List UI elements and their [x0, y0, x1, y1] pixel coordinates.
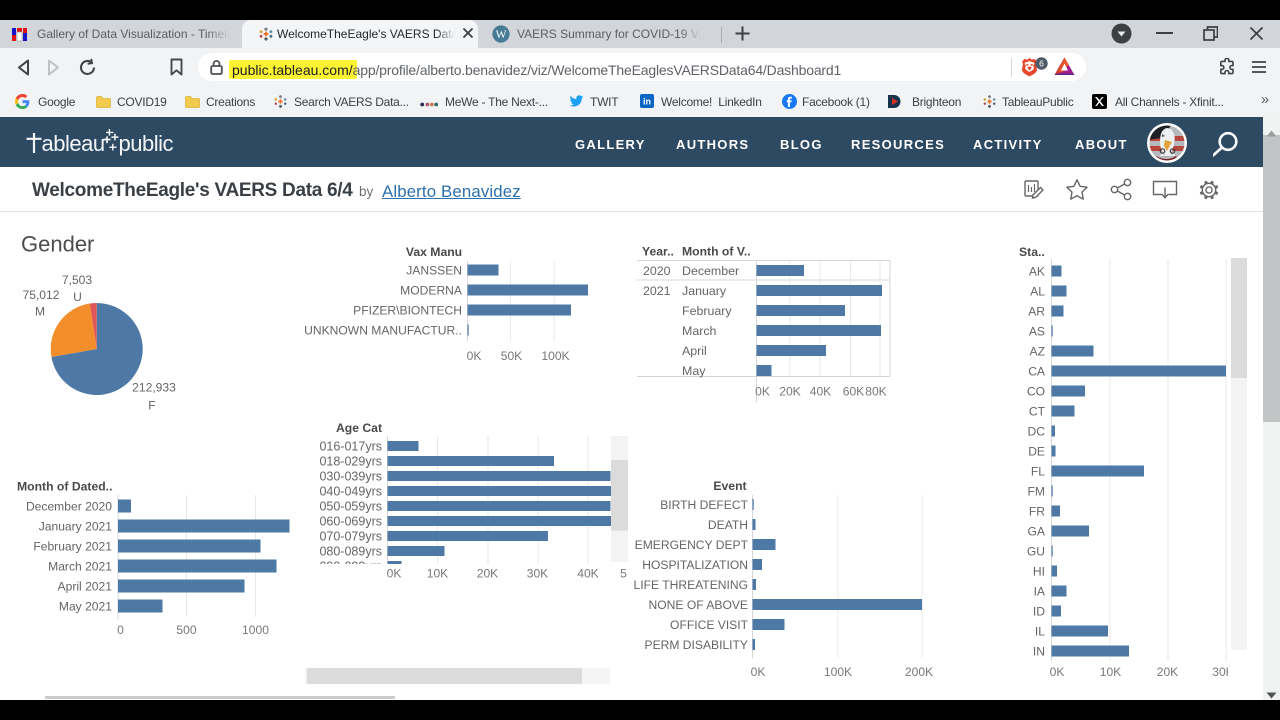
svg-text:Sta..: Sta.. [1019, 245, 1045, 259]
svg-text:Month of V..: Month of V.. [682, 245, 751, 259]
svg-text:Age Cat: Age Cat [336, 421, 382, 435]
svg-text:OFFICE VISIT: OFFICE VISIT [670, 618, 749, 632]
svg-text:DC: DC [1028, 425, 1046, 439]
svg-text:0K: 0K [387, 567, 402, 581]
svg-text:AK: AK [1029, 265, 1045, 279]
svg-text:ID: ID [1033, 605, 1045, 619]
svg-text:CA: CA [1028, 365, 1046, 379]
svg-text:050-059yrs: 050-059yrs [319, 500, 382, 514]
svg-text:January 2021: January 2021 [39, 520, 113, 534]
svg-text:NONE OF ABOVE: NONE OF ABOVE [649, 598, 748, 612]
svg-text:IA: IA [1034, 585, 1046, 599]
svg-text:May: May [682, 364, 706, 378]
svg-text:0K: 0K [1050, 665, 1065, 679]
svg-text:75,012: 75,012 [23, 288, 60, 302]
svg-text:60K: 60K [843, 385, 865, 399]
svg-text:2021: 2021 [643, 284, 671, 298]
svg-text:40K: 40K [810, 385, 832, 399]
svg-text:018-029yrs: 018-029yrs [319, 455, 382, 469]
svg-text:Month of Dated..: Month of Dated.. [17, 480, 112, 494]
svg-text:CT: CT [1029, 405, 1046, 419]
svg-text:0K: 0K [755, 385, 770, 399]
svg-text:0K: 0K [467, 349, 482, 363]
svg-text:DE: DE [1028, 445, 1045, 459]
svg-text:040-049yrs: 040-049yrs [319, 485, 382, 499]
svg-text:March: March [682, 324, 717, 338]
svg-text:April: April [682, 344, 707, 358]
svg-text:F: F [148, 399, 155, 413]
svg-text:DEATH: DEATH [708, 518, 748, 532]
svg-text:in: in [643, 97, 651, 107]
svg-text:March 2021: March 2021 [48, 560, 112, 574]
svg-text:MODERNA: MODERNA [400, 284, 463, 298]
svg-text:IN: IN [1033, 645, 1045, 659]
svg-text:Year..: Year.. [642, 245, 674, 259]
svg-text:February 2021: February 2021 [33, 540, 112, 554]
svg-text:10K: 10K [427, 567, 449, 581]
svg-text:FL: FL [1031, 465, 1045, 479]
svg-text:W: W [496, 29, 507, 41]
svg-text:6: 6 [1039, 58, 1044, 68]
svg-text:500: 500 [176, 623, 196, 637]
svg-text:0: 0 [117, 623, 124, 637]
svg-text:1000: 1000 [242, 623, 269, 637]
svg-text:December 2020: December 2020 [26, 500, 112, 514]
svg-text:10K: 10K [1100, 665, 1122, 679]
svg-text:20K: 20K [477, 567, 499, 581]
svg-text:January: January [682, 284, 727, 298]
svg-text:PFIZER\BIONTECH: PFIZER\BIONTECH [353, 304, 462, 318]
svg-text:Vax Manu: Vax Manu [406, 245, 462, 259]
svg-text:40K: 40K [577, 567, 599, 581]
svg-text:2020: 2020 [643, 264, 671, 278]
svg-text:CO: CO [1027, 385, 1045, 399]
svg-text:EMERGENCY DEPT: EMERGENCY DEPT [635, 538, 749, 552]
svg-text:JANSSEN: JANSSEN [406, 264, 462, 278]
svg-text:HOSPITALIZATION: HOSPITALIZATION [642, 558, 748, 572]
svg-text:30K: 30K [527, 567, 549, 581]
svg-text:100K: 100K [541, 349, 569, 363]
svg-text:IL: IL [1035, 625, 1045, 639]
svg-text:100K: 100K [824, 665, 852, 679]
svg-text:Gender: Gender [21, 232, 94, 257]
svg-text:HI: HI [1033, 565, 1045, 579]
svg-text:February: February [682, 304, 732, 318]
svg-text:Event: Event [713, 479, 746, 493]
svg-text:BIRTH DEFECT: BIRTH DEFECT [660, 498, 748, 512]
svg-text:M: M [35, 305, 45, 319]
svg-text:December: December [682, 264, 739, 278]
svg-text:UNKNOWN MANUFACTUR..: UNKNOWN MANUFACTUR.. [304, 324, 462, 338]
svg-text:20K: 20K [1157, 665, 1179, 679]
svg-text:AS: AS [1029, 325, 1045, 339]
svg-text:200K: 200K [905, 665, 933, 679]
svg-text:50K: 50K [501, 349, 523, 363]
svg-text:060-069yrs: 060-069yrs [319, 515, 382, 529]
svg-text:5: 5 [620, 567, 627, 581]
svg-text:212,933: 212,933 [132, 381, 176, 395]
svg-text:7,503: 7,503 [62, 273, 93, 287]
svg-text:LIFE THREATENING: LIFE THREATENING [634, 578, 748, 592]
svg-text:AL: AL [1030, 285, 1045, 299]
svg-text:030-039yrs: 030-039yrs [319, 470, 382, 484]
svg-text:AR: AR [1028, 305, 1045, 319]
svg-text:May 2021: May 2021 [59, 600, 112, 614]
svg-text:public: public [119, 131, 174, 156]
svg-text:070-079yrs: 070-079yrs [319, 530, 382, 544]
svg-text:0K: 0K [751, 665, 766, 679]
svg-text:FR: FR [1029, 505, 1045, 519]
svg-text:April 2021: April 2021 [58, 580, 113, 594]
svg-text:080-089yrs: 080-089yrs [319, 545, 382, 559]
svg-text:80K: 80K [865, 385, 887, 399]
svg-text:GA: GA [1028, 525, 1046, 539]
svg-text:PERM DISABILITY: PERM DISABILITY [645, 638, 749, 652]
svg-text:AZ: AZ [1030, 345, 1046, 359]
svg-text:30K: 30K [1212, 665, 1234, 679]
svg-text:016-017yrs: 016-017yrs [319, 440, 382, 454]
svg-text:U: U [73, 290, 82, 304]
svg-text:20K: 20K [779, 385, 801, 399]
svg-text:FM: FM [1028, 485, 1045, 499]
svg-text:GU: GU [1027, 545, 1045, 559]
svg-text:ableau: ableau [42, 131, 105, 156]
svg-text:090-099yrs: 090-099yrs [319, 560, 382, 574]
